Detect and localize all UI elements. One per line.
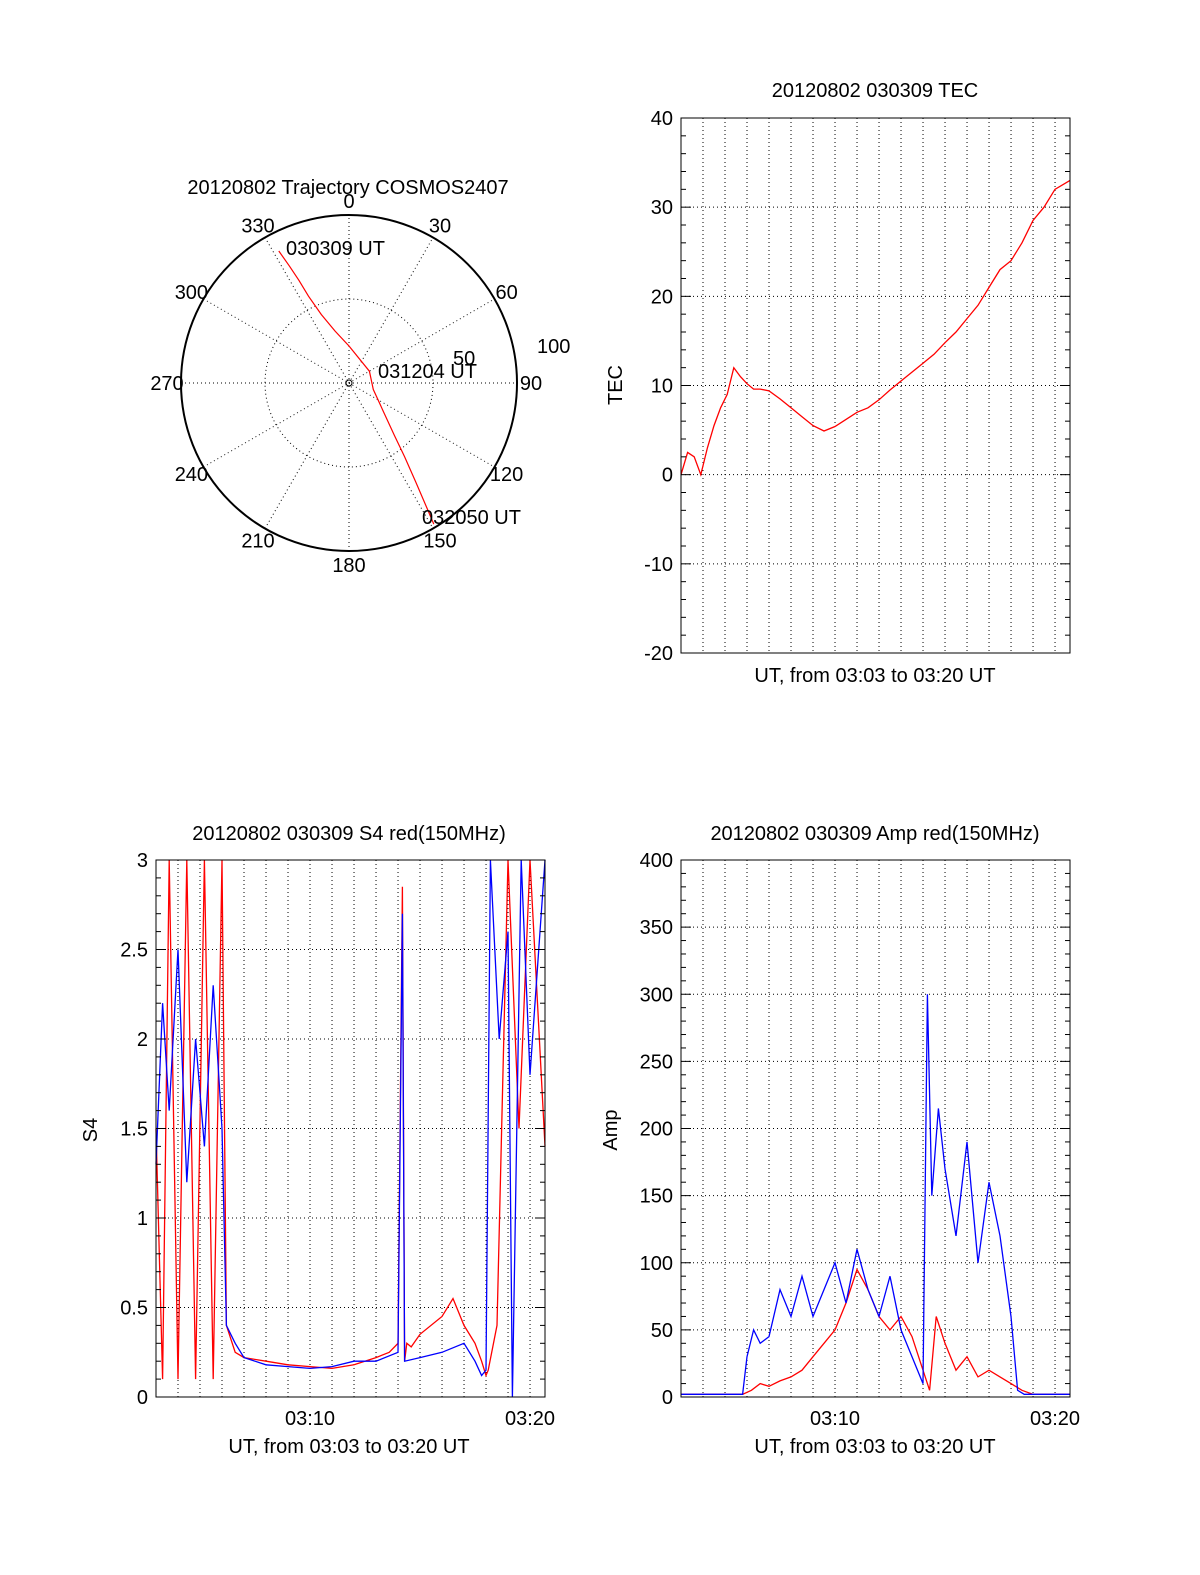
s4-ytick-label: 0.5 [120,1298,148,1320]
polar-annotation-start: 030309 UT [286,238,385,260]
tec-ylabel: TEC [605,365,627,405]
s4-xlabel: UT, from 03:03 to 03:20 UT [228,1436,469,1458]
tec-ticks: -20 -10 0 10 20 30 40 [644,108,1070,665]
polar-azimuth-label-60: 60 [495,282,517,304]
s4-panel: 20120802 030309 S4 red(150MHz) 0 0.5 1 1.5 2… [80,823,555,1458]
amp-ytick-label: 250 [640,1051,673,1073]
tec-title: 20120802 030309 TEC [772,80,978,102]
polar-spoke-150 [264,237,434,529]
tec-series [680,179,1071,477]
tec-ytick-label: 10 [651,376,673,398]
s4-ytick-label: 2 [137,1029,148,1051]
amp-grid [681,860,1070,1397]
polar-azimuth-label-270: 270 [150,373,183,395]
tec-ytick-label: 20 [651,286,673,308]
s4-series-blue-line [155,859,546,1398]
polar-title: 20120802 Trajectory COSMOS2407 [187,177,508,199]
polar-azimuth-label-210: 210 [241,531,274,553]
s4-ytick-label: 3 [137,850,148,872]
tec-ytick-label: 40 [651,108,673,130]
polar-rtick-100: 100 [537,336,570,358]
amp-xtick-label: 03:20 [1030,1408,1080,1430]
amp-ytick-label: 400 [640,850,673,872]
polar-spokes [181,215,517,551]
amp-ticks: 0 50 100 150 200 250 300 350 400 03:10 03:20 [640,850,1080,1430]
tec-ytick-label: -10 [644,554,673,576]
amp-ytick-label: 350 [640,917,673,939]
amp-panel: 20120802 030309 Amp red(150MHz) 0 50 100 15… [600,823,1080,1458]
amp-series-blue-line [681,994,1070,1395]
s4-series [155,859,546,1398]
amp-ytick-label: 150 [640,1186,673,1208]
tec-series-red-line [680,179,1071,477]
amp-ytick-label: 100 [640,1253,673,1275]
s4-ytick-label: 0 [137,1387,148,1409]
s4-ytick-label: 1.5 [120,1119,148,1141]
amp-ylabel: Amp [600,1109,622,1150]
s4-ylabel: S4 [80,1118,102,1142]
tec-ytick-label: 0 [662,465,673,487]
s4-xtick-label: 03:10 [285,1408,335,1430]
polar-azimuth-label-330: 330 [241,215,274,237]
tec-frame [680,117,1071,654]
amp-xlabel: UT, from 03:03 to 03:20 UT [754,1436,995,1458]
amp-ytick-label: 200 [640,1119,673,1141]
polar-track-line [278,250,435,525]
polar-annotation-end: 032050 UT [422,507,521,529]
polar-panel: 20120802 Trajectory COSMOS2407 0 30 60 90 12… [150,177,570,577]
polar-azimuth-label-30: 30 [429,215,451,237]
polar-azimuth-label-150: 150 [423,531,456,553]
polar-azimuth-label-240: 240 [175,464,208,486]
polar-rtick-50: 50 [453,348,475,370]
amp-frame [680,859,1071,1398]
tec-grid [681,118,1070,653]
amp-title: 20120802 030309 Amp red(150MHz) [710,823,1039,845]
polar-azimuth-label-300: 300 [175,282,208,304]
amp-series-red-line [681,1267,1070,1395]
amp-series [681,994,1070,1395]
tec-ytick-label: 30 [651,197,673,219]
s4-ytick-label: 2.5 [120,940,148,962]
amp-xtick-label: 03:10 [810,1408,860,1430]
tec-ytick-label: -20 [644,643,673,665]
amp-ytick-label: 50 [651,1320,673,1342]
polar-azimuth-label-90: 90 [520,373,542,395]
amp-ytick-label: 300 [640,984,673,1006]
amp-ytick-label: 0 [662,1387,673,1409]
polar-azimuth-label-0: 0 [343,191,354,213]
tec-xlabel: UT, from 03:03 to 03:20 UT [754,665,995,687]
polar-azimuth-label-120: 120 [490,464,523,486]
s4-title: 20120802 030309 S4 red(150MHz) [192,823,506,845]
polar-annotation-mid: 031204 UT [378,361,477,383]
s4-xtick-label: 03:20 [505,1408,555,1430]
polar-azimuth-labels: 0 30 60 90 120 150 180 210 240 270 300 330 [150,191,542,577]
s4-ticks: 0 0.5 1 1.5 2 2.5 3 03:10 03:20 [120,850,555,1430]
polar-azimuth-label-180: 180 [332,555,365,577]
s4-ytick-label: 1 [137,1208,148,1230]
